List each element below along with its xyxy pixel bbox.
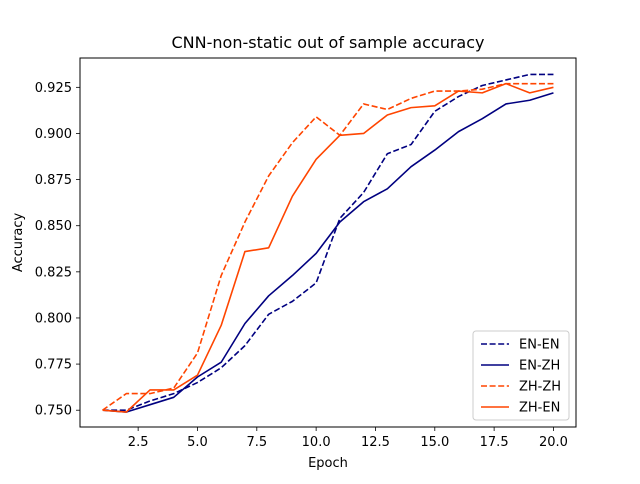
axes-frame xyxy=(79,57,577,428)
series-lines xyxy=(102,73,554,413)
series-line-en-zh xyxy=(102,92,554,413)
y-axis-ticks: 0.750 0.775 0.800 0.825 0.850 0.875 0.900 0.925 xyxy=(35,81,80,419)
y-tick-label: 0.750 xyxy=(35,404,72,419)
legend-label: EN-ZH xyxy=(519,359,560,374)
y-tick-label: 0.875 xyxy=(35,173,72,188)
legend-label: ZH-ZH xyxy=(519,380,561,395)
x-tick-label: 20.0 xyxy=(539,435,568,450)
legend: EN-EN EN-ZH ZH-ZH ZH-EN xyxy=(472,330,570,421)
legend-box xyxy=(472,330,570,421)
y-tick-label: 0.925 xyxy=(35,81,72,96)
x-tick-label: 7.5 xyxy=(246,435,267,450)
chart-title: CNN-non-static out of sample accuracy xyxy=(172,33,485,52)
x-tick-label: 17.5 xyxy=(480,435,509,450)
y-axis-label: Accuracy xyxy=(11,213,26,273)
legend-label: ZH-EN xyxy=(519,401,560,416)
y-tick-label: 0.900 xyxy=(35,127,72,142)
series-line-zh-en xyxy=(102,82,554,413)
legend-label: EN-EN xyxy=(519,338,560,353)
x-tick-label: 2.5 xyxy=(128,435,149,450)
y-tick-label: 0.850 xyxy=(35,219,72,234)
x-tick-label: 12.5 xyxy=(361,435,390,450)
x-axis-label: Epoch xyxy=(308,456,348,471)
x-tick-label: 10.0 xyxy=(302,435,331,450)
x-axis-ticks: 2.5 5.0 7.5 10.0 12.5 15.0 17.5 20.0 xyxy=(128,427,568,450)
series-line-en-en xyxy=(102,73,554,412)
y-tick-label: 0.825 xyxy=(35,265,72,280)
y-tick-label: 0.800 xyxy=(35,311,72,326)
y-tick-label: 0.775 xyxy=(35,358,72,373)
x-tick-label: 5.0 xyxy=(187,435,208,450)
x-tick-label: 15.0 xyxy=(420,435,449,450)
